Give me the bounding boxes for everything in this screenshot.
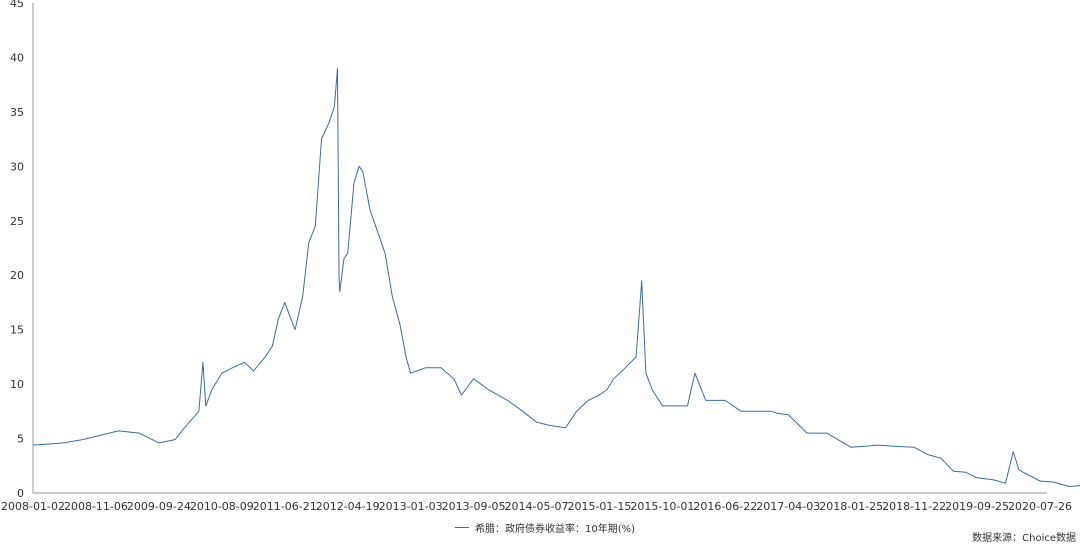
- y-tick-label: 0: [17, 487, 24, 500]
- x-tick-label: 2011-06-21: [253, 500, 317, 513]
- x-tick-label: 2019-09-25: [945, 500, 1009, 513]
- data-source-note: 数据来源：Choice数据: [972, 533, 1076, 544]
- x-tick-label: 2017-04-03: [756, 500, 820, 513]
- x-tick-label: 2009-09-24: [127, 500, 191, 513]
- legend: 希腊：政府债券收益率：10年期(%): [455, 520, 635, 535]
- x-tick-label: 2018-11-22: [882, 500, 946, 513]
- y-tick-label: 10: [10, 378, 24, 391]
- legend-swatch: [455, 527, 469, 528]
- y-tick-label: 30: [10, 160, 24, 173]
- x-tick-label: 2012-04-19: [316, 500, 380, 513]
- legend-label: 希腊：政府债券收益率：10年期(%): [475, 524, 636, 535]
- x-tick-label: 2010-08-09: [190, 500, 254, 513]
- x-tick-label: 2008-01-02: [1, 500, 65, 513]
- x-tick-label: 2014-05-07: [505, 500, 569, 513]
- y-tick-label: 35: [10, 106, 24, 119]
- x-tick-label: 2020-07-26: [1008, 500, 1072, 513]
- x-tick-label: 2016-06-22: [693, 500, 757, 513]
- yield-series-line: [32, 67, 1080, 487]
- y-axis-ticks: 0 5 10 15 20 25 30 35 40 45: [10, 0, 24, 500]
- y-tick-label: 45: [10, 0, 24, 10]
- x-tick-label: 2008-11-06: [64, 500, 128, 513]
- y-tick-label: 5: [17, 433, 24, 446]
- x-tick-label: 2013-09-05: [442, 500, 506, 513]
- y-tick-label: 20: [10, 269, 24, 282]
- x-axis-ticks: 2008-01-02 2008-11-06 2009-09-24 2010-08-09…: [1, 500, 1072, 513]
- x-tick-label: 2018-01-25: [819, 500, 883, 513]
- y-tick-label: 40: [10, 51, 24, 64]
- y-tick-label: 25: [10, 215, 24, 228]
- x-tick-label: 2015-10-01: [630, 500, 694, 513]
- y-tick-label: 15: [10, 324, 24, 337]
- x-tick-label: 2013-01-03: [379, 500, 443, 513]
- x-tick-label: 2015-01-15: [567, 500, 631, 513]
